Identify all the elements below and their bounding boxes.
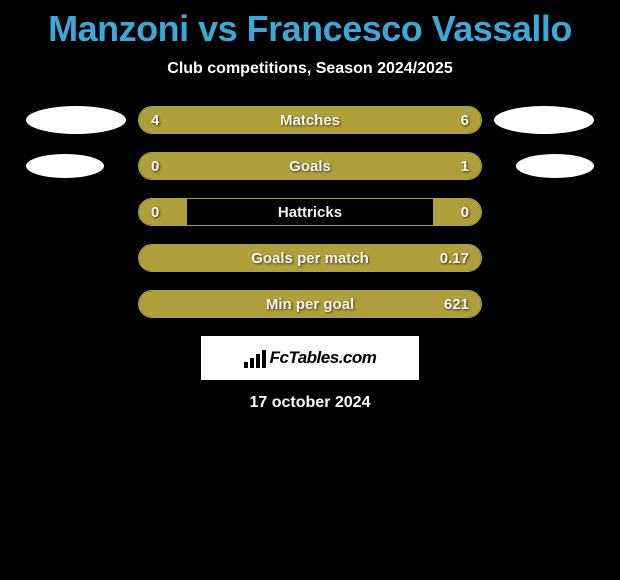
- stat-value-right: 1: [461, 153, 469, 179]
- stat-bar: Hattricks0 0: [138, 198, 482, 226]
- stat-value-left: 4: [151, 107, 159, 133]
- stat-value-right: 621: [444, 291, 469, 317]
- stat-label: Hattricks: [139, 199, 481, 225]
- player-right-ellipse: [494, 106, 594, 134]
- stat-row: Goals per match0.17: [0, 244, 620, 272]
- logo-box: FcTables.com: [201, 336, 419, 380]
- player-right-ellipse: [516, 154, 594, 178]
- stat-label: Goals: [139, 153, 481, 179]
- player-left-ellipse: [26, 154, 104, 178]
- stat-bar: Min per goal621: [138, 290, 482, 318]
- page-title: Manzoni vs Francesco Vassallo: [0, 0, 620, 50]
- stat-row: Min per goal621: [0, 290, 620, 318]
- stat-bar: Goals per match0.17: [138, 244, 482, 272]
- stat-bar: Goals0 1: [138, 152, 482, 180]
- stat-label: Goals per match: [139, 245, 481, 271]
- stat-value-right: 0: [461, 199, 469, 225]
- bar-chart-icon: [244, 348, 266, 368]
- stat-value-right: 6: [461, 107, 469, 133]
- stat-value-left: 0: [151, 199, 159, 225]
- stat-label: Min per goal: [139, 291, 481, 317]
- stat-row: Goals0 1: [0, 152, 620, 180]
- player-left-ellipse: [26, 106, 126, 134]
- stat-value-right: 0.17: [440, 245, 469, 271]
- stat-value-left: 0: [151, 153, 159, 179]
- stat-bar: Matches4 6: [138, 106, 482, 134]
- comparison-content: Matches46Goals01Hattricks00Goals per mat…: [0, 106, 620, 318]
- logo-text: FcTables.com: [270, 348, 377, 368]
- stat-row: Matches4 6: [0, 106, 620, 134]
- page-subtitle: Club competitions, Season 2024/2025: [0, 60, 620, 78]
- stat-label: Matches: [139, 107, 481, 133]
- date-label: 17 october 2024: [0, 394, 620, 412]
- stat-row: Hattricks0 0: [0, 198, 620, 226]
